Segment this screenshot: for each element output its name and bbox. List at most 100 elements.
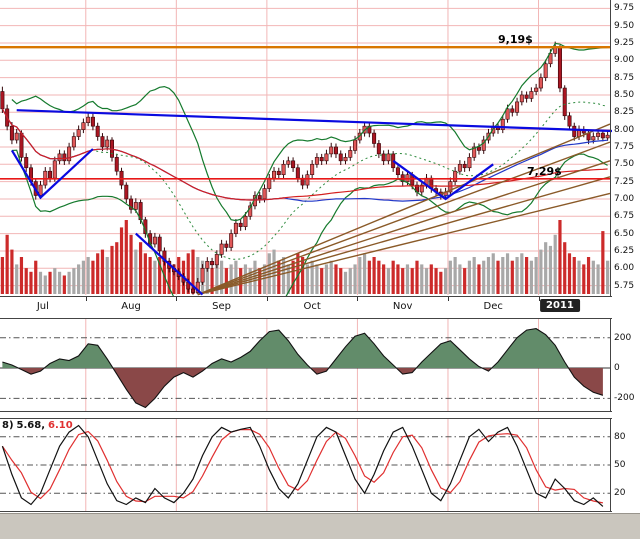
volume-bar: [486, 257, 491, 294]
candle-body: [67, 146, 72, 162]
volume-bar: [510, 260, 514, 294]
volume-bar: [48, 271, 52, 294]
stochastic-k-line: [1, 424, 604, 507]
price-tick-label: 9.50: [614, 20, 635, 31]
volume-bar: [262, 264, 267, 294]
stochastic-tick-label: 80: [614, 431, 626, 442]
oscillator-line: [2, 328, 604, 409]
volume-bar: [229, 264, 233, 294]
volume-bar: [191, 249, 195, 294]
candle-body: [114, 157, 119, 172]
price-tick-label: 8.25: [614, 107, 635, 118]
volume-bar: [362, 253, 367, 294]
candle-body: [262, 188, 267, 200]
candle-body: [324, 153, 329, 162]
candle-body: [348, 150, 353, 158]
volume-bar: [429, 264, 433, 294]
gann-fan-line: [197, 192, 611, 296]
price-tick-label: 7.75: [614, 141, 635, 152]
candle-body: [0, 91, 5, 110]
volume-bar: [96, 253, 100, 294]
candle-body: [457, 163, 462, 172]
gann-fan-line: [197, 141, 611, 296]
volume-bar: [391, 260, 395, 294]
volume-bar: [119, 227, 124, 294]
volume-bar: [220, 260, 224, 294]
candle-body: [538, 77, 543, 89]
volume-bar: [529, 260, 533, 294]
bollinger-upper-band: [11, 42, 608, 222]
oscillator-tick-label: -200: [614, 393, 635, 404]
volume-bar: [472, 257, 476, 294]
candle-body: [510, 108, 515, 113]
time-axis: Jul Aug Sep Oct Nov Dec 2011: [0, 297, 612, 318]
candle-body: [71, 136, 76, 148]
volume-bar: [582, 264, 586, 294]
volume-bar: [138, 242, 143, 294]
candle-body: [105, 139, 110, 148]
candle-body: [515, 101, 520, 113]
volume-bar: [458, 264, 462, 294]
candle-body: [543, 63, 548, 78]
candle-body: [76, 129, 81, 137]
candle-body: [200, 267, 205, 283]
volume-bar: [439, 271, 443, 294]
candle-body: [19, 132, 24, 158]
volume-bar: [167, 260, 171, 294]
volume-bar: [43, 275, 47, 294]
candle-body: [62, 153, 67, 162]
volume-bar: [310, 260, 314, 294]
volume-bar: [491, 253, 495, 294]
volume-bar: [15, 264, 19, 294]
volume-bar: [567, 253, 572, 294]
price-tick-label: 7.50: [614, 159, 635, 170]
month-tick: [266, 297, 268, 301]
candle-body: [295, 167, 300, 179]
oscillator-axis: 200 0 -200: [612, 318, 640, 412]
candle-body: [100, 136, 105, 148]
candle-body: [395, 167, 400, 175]
candle-body: [305, 174, 310, 186]
volume-bar: [434, 268, 438, 294]
volume-bar: [19, 257, 24, 294]
volume-bar: [382, 264, 386, 294]
volume-bar: [410, 268, 414, 294]
gann-fan-line: [197, 176, 611, 296]
candle-body: [386, 153, 391, 162]
candle-body: [129, 198, 134, 210]
price-chart-canvas[interactable]: 9,19$ 7,29$: [0, 0, 612, 297]
candle-body: [286, 160, 291, 165]
volume-bar: [215, 264, 219, 294]
volume-bar: [67, 271, 71, 294]
candle-body: [310, 163, 315, 175]
candle-body: [214, 254, 219, 266]
stochastic-chart-canvas[interactable]: [0, 418, 612, 512]
stochastic-period-label: 8): [2, 420, 14, 431]
candle-body: [319, 157, 324, 162]
oscillator-tick-label: 0: [614, 363, 620, 374]
candle-body: [448, 181, 453, 193]
volume-bar: [115, 242, 119, 294]
price-tick-label: 8.75: [614, 72, 635, 83]
volume-bar: [110, 245, 114, 294]
trendline: [16, 109, 612, 133]
candle-body: [9, 125, 14, 141]
volume-bar: [563, 242, 567, 294]
volume-bar: [539, 249, 543, 294]
volume-bar: [572, 257, 576, 294]
stochastic-tick-label: 20: [614, 488, 626, 499]
volume-bar: [286, 264, 290, 294]
oscillator-chart-canvas[interactable]: [0, 318, 612, 412]
candle-body: [238, 222, 243, 227]
volume-bar: [77, 264, 81, 294]
candle-body: [95, 125, 100, 137]
volume-bar: [463, 268, 467, 294]
volume-bar: [339, 268, 343, 294]
price-tick-label: 8.50: [614, 89, 635, 100]
candle-body: [605, 134, 610, 139]
candle-body: [562, 87, 567, 117]
volume-bar: [24, 268, 28, 294]
candle-body: [372, 132, 377, 144]
candle-body: [57, 153, 62, 162]
